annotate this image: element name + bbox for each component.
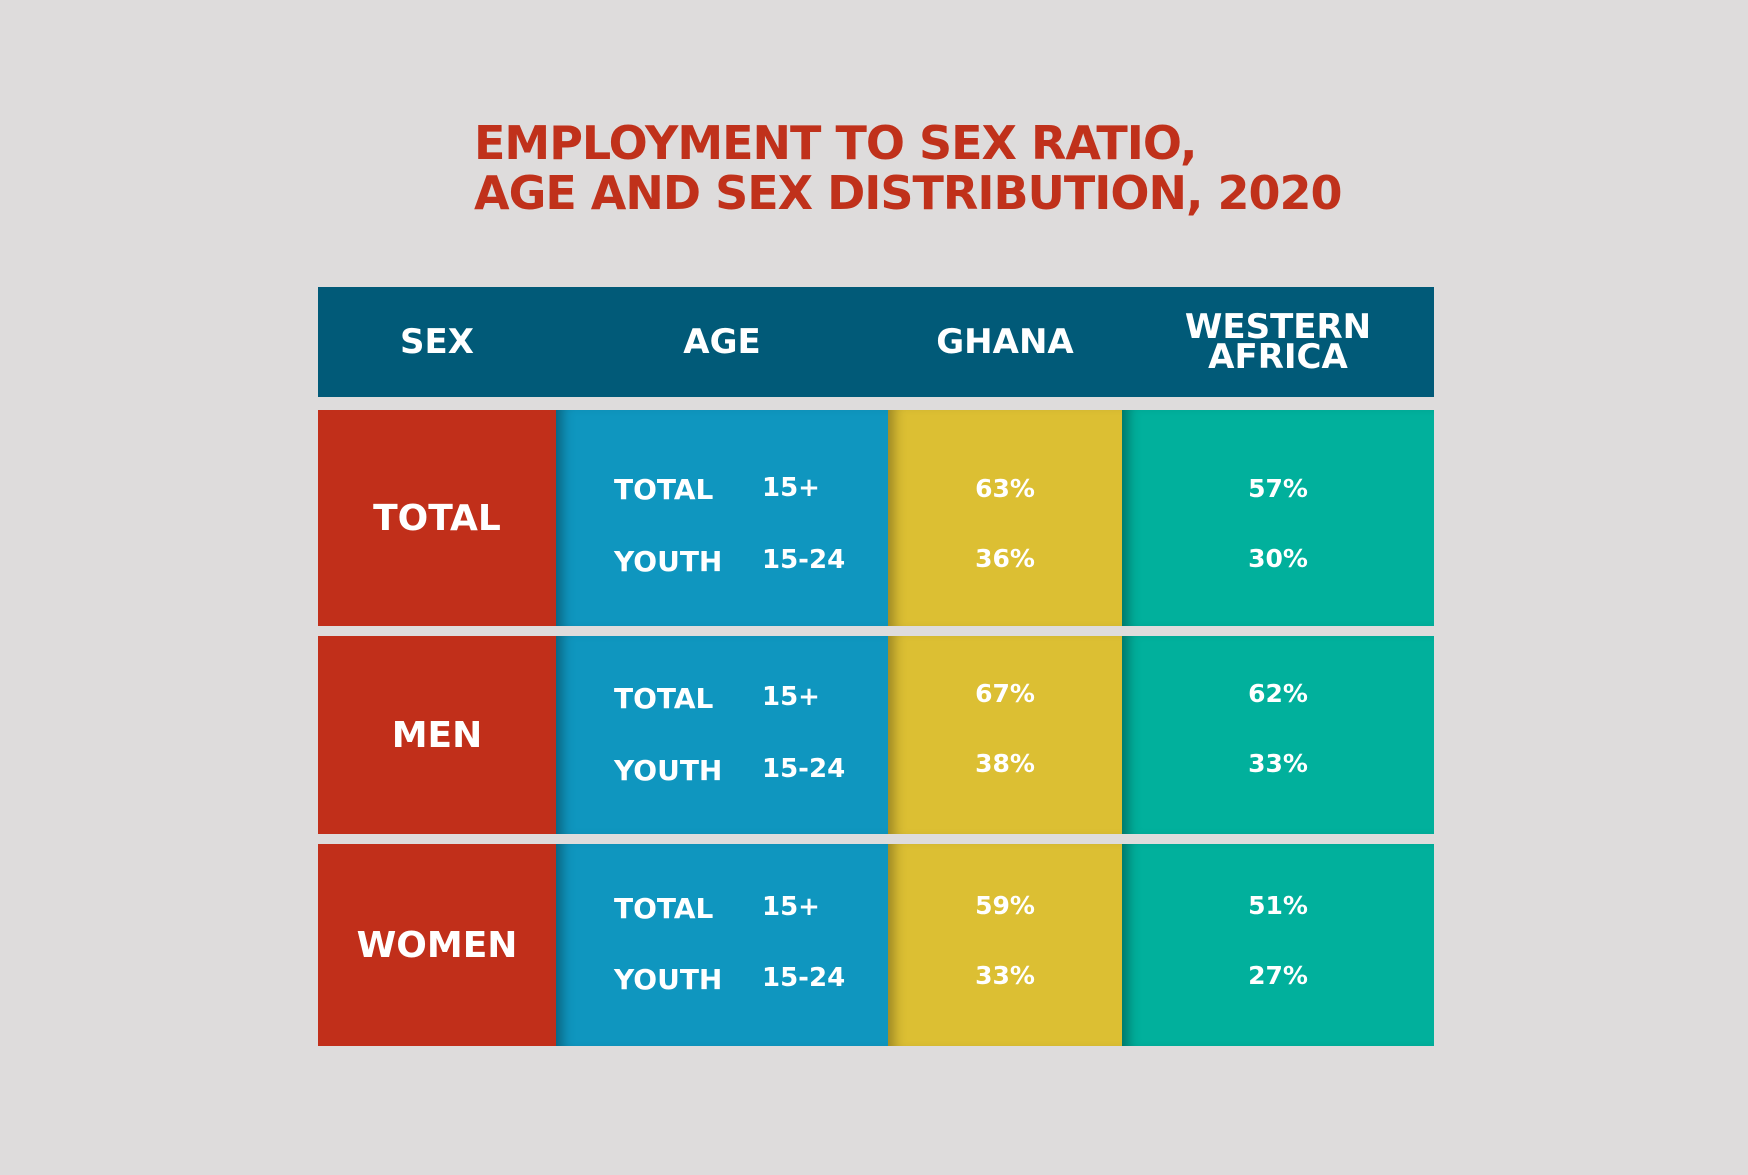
age-group-label: YOUTH — [614, 545, 723, 578]
age-group-label: TOTAL — [614, 473, 714, 506]
western-africa-cell: 57% 30% — [1122, 410, 1434, 626]
age-range-label: 15+ — [762, 892, 820, 922]
column-header-ghana: GHANA — [936, 322, 1074, 362]
western-africa-value: 57% — [1248, 474, 1308, 503]
western-africa-value: 62% — [1248, 679, 1308, 708]
western-africa-value: 51% — [1248, 891, 1308, 920]
ghana-cell: 63% 36% — [888, 410, 1122, 626]
table-row-men: MEN TOTAL 15+ YOUTH 15-24 67% 38% 62% 33… — [318, 636, 1434, 834]
ghana-cell: 59% 33% — [888, 844, 1122, 1046]
table-row-women: WOMEN TOTAL 15+ YOUTH 15-24 59% 33% 51% … — [318, 844, 1434, 1046]
age-cell: TOTAL 15+ YOUTH 15-24 — [556, 636, 888, 834]
age-group-label: TOTAL — [614, 682, 714, 715]
ghana-value: 36% — [975, 544, 1035, 573]
age-group-label: YOUTH — [614, 963, 723, 996]
age-cell: TOTAL 15+ YOUTH 15-24 — [556, 410, 888, 626]
age-range-label: 15-24 — [762, 963, 846, 993]
ghana-value: 38% — [975, 749, 1035, 778]
age-range-label: 15+ — [762, 682, 820, 712]
chart-title-line-1: EMPLOYMENT TO SEX RATIO, — [474, 116, 1197, 170]
sex-cell: MEN — [318, 636, 556, 834]
table-header: SEX AGE GHANA WESTERN AFRICA — [318, 287, 1434, 397]
sex-cell: TOTAL — [318, 410, 556, 626]
western-africa-value: 30% — [1248, 544, 1308, 573]
western-africa-cell: 51% 27% — [1122, 844, 1434, 1046]
table-row-total: TOTAL TOTAL 15+ YOUTH 15-24 63% 36% 57% … — [318, 410, 1434, 626]
age-range-label: 15-24 — [762, 545, 846, 575]
age-group-label: TOTAL — [614, 892, 714, 925]
age-cell: TOTAL 15+ YOUTH 15-24 — [556, 844, 888, 1046]
sex-cell: WOMEN — [318, 844, 556, 1046]
ghana-value: 59% — [975, 891, 1035, 920]
sex-label: MEN — [391, 714, 483, 756]
age-group-label: YOUTH — [614, 754, 723, 787]
column-header-western-africa: WESTERN AFRICA — [1184, 307, 1372, 377]
western-africa-cell: 62% 33% — [1122, 636, 1434, 834]
chart-title: EMPLOYMENT TO SEX RATIO, AGE AND SEX DIS… — [474, 118, 1342, 218]
sex-label: TOTAL — [373, 497, 501, 539]
age-range-label: 15+ — [762, 473, 820, 503]
chart-title-line-2: AGE AND SEX DISTRIBUTION, 2020 — [474, 166, 1342, 220]
sex-label: WOMEN — [356, 924, 518, 966]
column-header-sex: SEX — [400, 322, 474, 362]
ghana-value: 67% — [975, 679, 1035, 708]
western-africa-value: 33% — [1248, 749, 1308, 778]
ghana-value: 33% — [975, 961, 1035, 990]
column-header-age: AGE — [683, 322, 761, 362]
ghana-cell: 67% 38% — [888, 636, 1122, 834]
ghana-value: 63% — [975, 474, 1035, 503]
western-africa-value: 27% — [1248, 961, 1308, 990]
age-range-label: 15-24 — [762, 754, 846, 784]
